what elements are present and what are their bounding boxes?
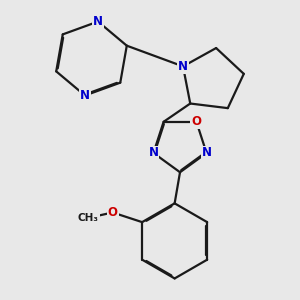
Text: N: N (93, 15, 103, 28)
Text: O: O (108, 206, 118, 219)
Text: N: N (178, 60, 188, 73)
Text: N: N (148, 146, 158, 160)
Text: CH₃: CH₃ (78, 213, 99, 223)
Text: N: N (202, 146, 212, 160)
Text: N: N (80, 89, 90, 102)
Text: O: O (191, 115, 201, 128)
